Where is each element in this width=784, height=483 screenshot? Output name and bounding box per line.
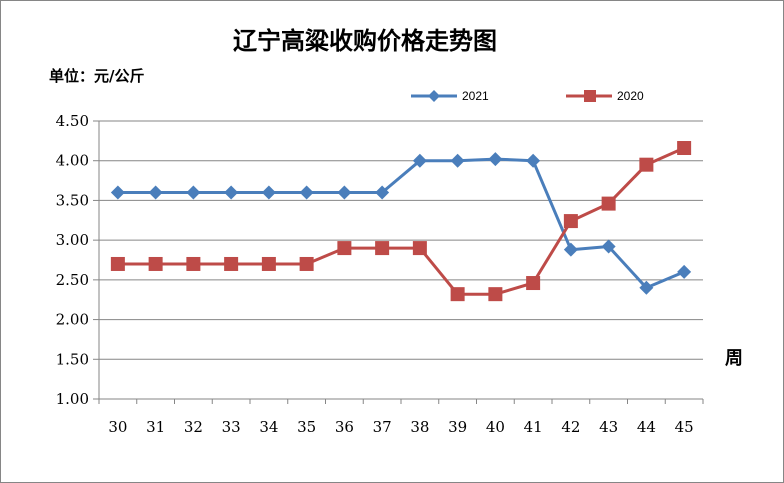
legend-item-2021: 2021	[411, 89, 489, 103]
data-point-2020	[261, 256, 276, 271]
legend-marker-2021	[428, 90, 440, 102]
legend-item-2020: 2020	[566, 89, 644, 103]
x-tick-label: 33	[222, 418, 241, 436]
data-point-2020	[488, 287, 503, 302]
y-tick-label: 1.00	[56, 390, 89, 408]
axes	[98, 121, 704, 404]
data-point-2020	[148, 256, 163, 271]
legend-marker-2020	[584, 90, 596, 102]
x-tick-label: 37	[373, 418, 392, 436]
data-point-2021	[563, 242, 578, 257]
y-tick-label: 3.00	[56, 231, 89, 249]
data-point-2020	[337, 241, 352, 256]
y-tick-labels: 1.00 1.50 2.00 2.50 3.00 3.50 4.00 4.50	[56, 112, 89, 408]
data-point-2020	[563, 214, 578, 229]
data-point-2021	[110, 185, 125, 200]
data-point-2020	[110, 256, 125, 271]
y-tick-label: 2.50	[56, 271, 89, 289]
data-point-2020	[639, 157, 654, 172]
series-line-2021	[117, 157, 685, 290]
x-tick-label: 32	[184, 418, 203, 436]
y-tick-label: 3.50	[56, 191, 89, 209]
y-tick-label: 4.50	[56, 112, 89, 130]
data-point-2021	[526, 153, 541, 168]
data-point-2020	[601, 196, 616, 211]
x-tick-label: 42	[561, 418, 580, 436]
x-tick-label: 35	[297, 418, 316, 436]
data-point-2021	[450, 153, 465, 168]
x-tick-label: 43	[599, 418, 618, 436]
x-tick-label: 38	[410, 418, 429, 436]
data-point-2021	[677, 264, 692, 279]
x-tick-label: 39	[448, 418, 467, 436]
legend-label-2020: 2020	[617, 89, 644, 103]
data-point-2021	[261, 185, 276, 200]
data-point-2020	[677, 141, 692, 156]
series-2020	[110, 141, 692, 302]
data-point-2021	[224, 185, 239, 200]
x-axis-label: 周	[725, 348, 743, 369]
x-tick-label: 45	[675, 418, 694, 436]
legend-label-2021: 2021	[462, 89, 489, 103]
data-point-2020	[412, 241, 427, 256]
data-point-2021	[337, 185, 352, 200]
x-tick-label: 30	[108, 418, 127, 436]
x-tick-label: 41	[524, 418, 543, 436]
x-tick-label: 31	[146, 418, 165, 436]
data-point-2021	[639, 280, 654, 295]
data-point-2020	[224, 256, 239, 271]
data-point-2021	[299, 185, 314, 200]
data-point-2020	[299, 256, 314, 271]
series-group	[110, 141, 692, 302]
x-tick-label: 40	[486, 418, 505, 436]
data-point-2021	[412, 153, 427, 168]
gridlines	[93, 120, 703, 400]
data-point-2020	[526, 276, 541, 291]
series-2021	[110, 152, 692, 295]
y-tick-label: 1.50	[56, 350, 89, 368]
y-tick-label: 4.00	[56, 152, 89, 170]
y-tick-label: 2.00	[56, 311, 89, 329]
data-point-2021	[148, 185, 163, 200]
legend: 2021 2020	[411, 89, 644, 103]
x-tick-label: 44	[637, 418, 656, 436]
x-tick-labels: 30 31 32 33 34 35 36 37 38 39 40 41 42 43 44 45	[108, 418, 693, 436]
data-point-2020	[450, 287, 465, 302]
series-line-2020	[117, 146, 685, 296]
x-tick-label: 36	[335, 418, 354, 436]
unit-label: 单位：元/公斤	[49, 67, 144, 85]
chart-title: 辽宁高粱收购价格走势图	[233, 26, 497, 55]
data-point-2021	[601, 239, 616, 254]
data-point-2021	[375, 185, 390, 200]
data-point-2020	[186, 256, 201, 271]
data-point-2021	[488, 152, 503, 167]
data-point-2020	[375, 241, 390, 256]
x-tick-label: 34	[259, 418, 278, 436]
data-point-2021	[186, 185, 201, 200]
